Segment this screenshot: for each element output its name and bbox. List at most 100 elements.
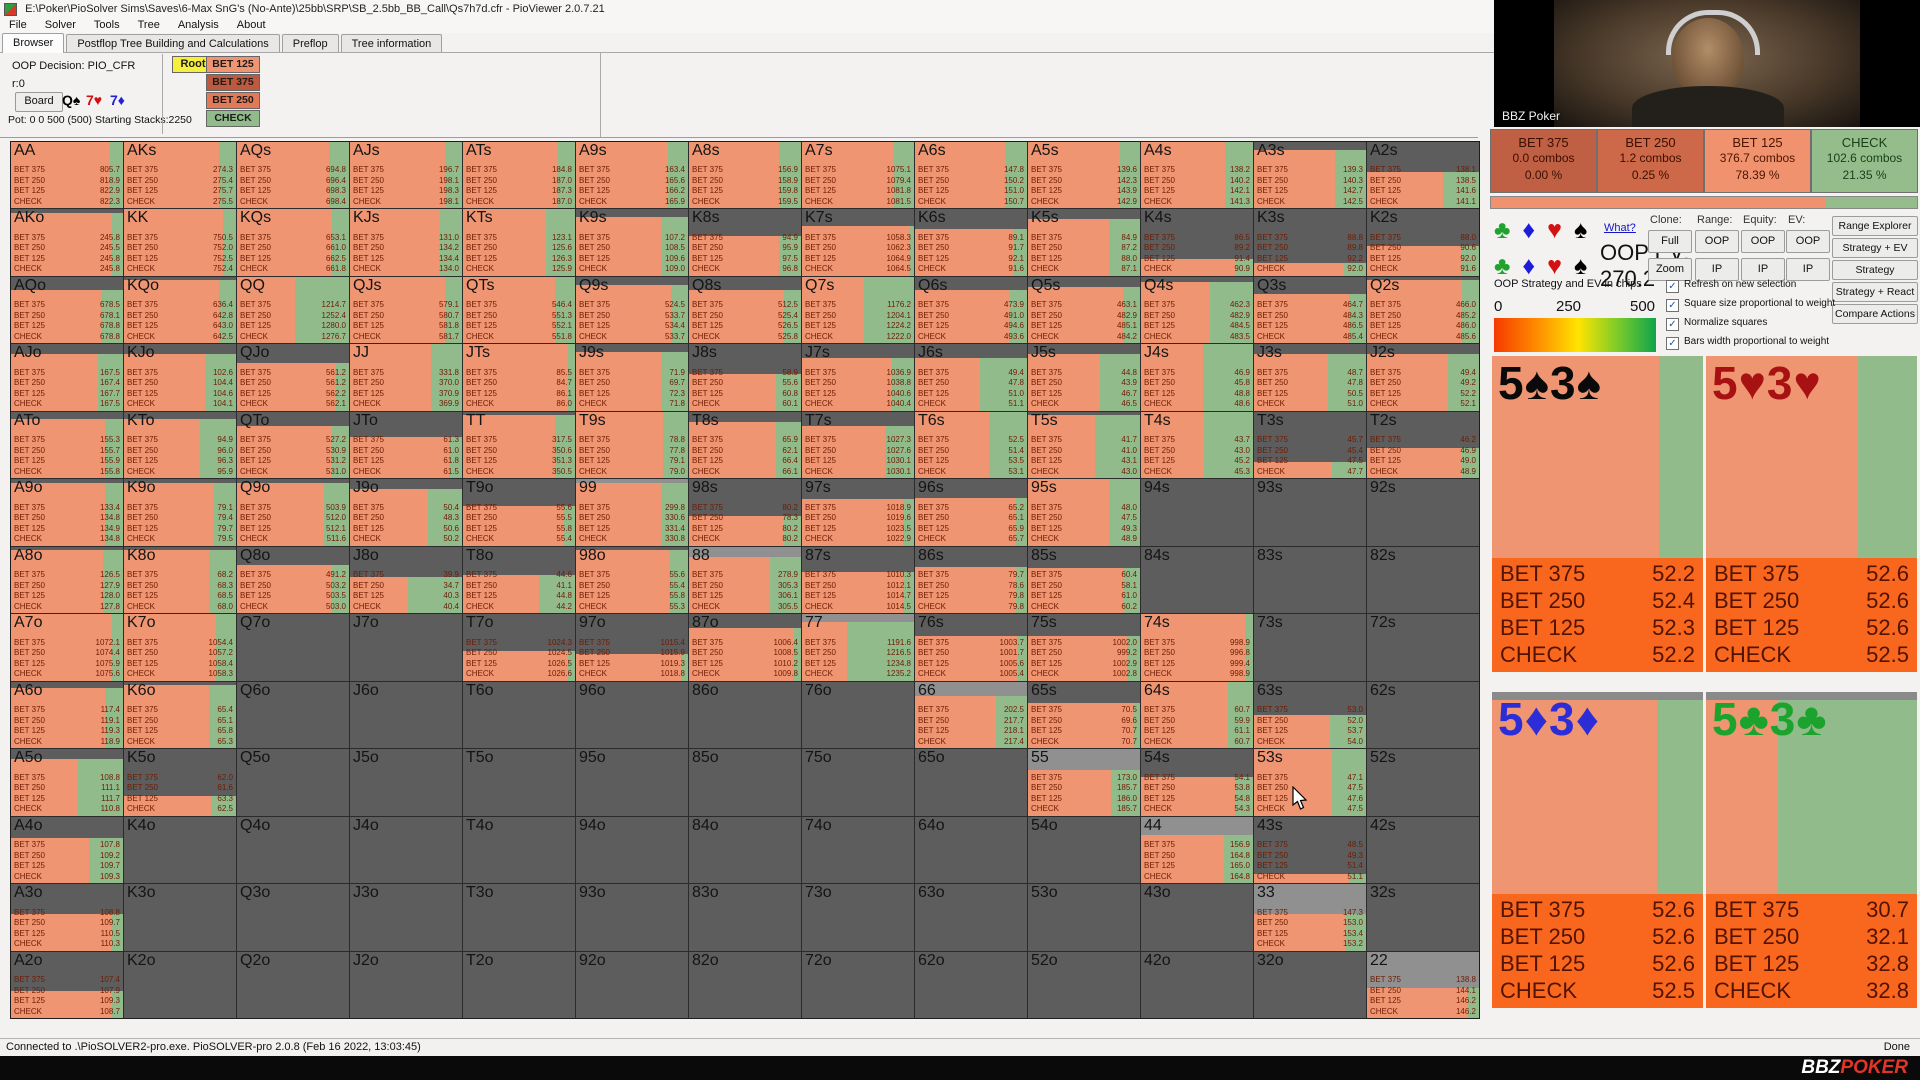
grid-cell-QTo[interactable]: QTo BET 375 527.2 BET 250 530.9 BET 125 531.2 C… <box>237 411 349 479</box>
grid-cell-AKs[interactable]: AKs BET 375 274.3 BET 250 275.4 BET 125 275.7 C… <box>124 142 236 209</box>
grid-cell-65o[interactable]: 65o <box>915 749 1027 816</box>
grid-cell-74o[interactable]: 74o <box>802 816 914 884</box>
grid-cell-Q4o[interactable]: Q4o <box>237 816 349 884</box>
checkbox-icon[interactable]: ✓ <box>1666 299 1679 312</box>
grid-cell-87s[interactable]: 87s BET 375 1010.3 BET 250 1012.1 BET 125 1014… <box>802 546 914 614</box>
suit-icon[interactable]: ♣ <box>1494 252 1523 280</box>
grid-cell-J9s[interactable]: J9s BET 375 71.9 BET 250 69.7 BET 125 72.3 CHEC… <box>576 344 688 411</box>
grid-cell-T4s[interactable]: T4s BET 375 43.7 BET 250 43.0 BET 125 45.2 CHEC… <box>1141 411 1253 479</box>
grid-cell-33[interactable]: 33 BET 375 147.3 BET 250 153.0 BET 125 153.4 CH… <box>1254 884 1366 951</box>
grid-cell-T9s[interactable]: T9s BET 375 78.8 BET 250 77.8 BET 125 79.1 CHEC… <box>576 411 688 479</box>
combo-box-bet-125[interactable]: BET 125 376.7 combos 78.39 % <box>1704 129 1811 193</box>
suit-icon[interactable]: ♥ <box>1547 252 1575 280</box>
grid-cell-92o[interactable]: 92o <box>576 951 688 1018</box>
grid-cell-A3s[interactable]: A3s BET 375 139.3 BET 250 140.3 BET 125 142.7 C… <box>1254 142 1366 209</box>
grid-cell-TT[interactable]: TT BET 375 317.5 BET 250 350.6 BET 125 351.3 CH… <box>463 411 575 479</box>
grid-cell-J3s[interactable]: J3s BET 375 48.7 BET 250 47.8 BET 125 50.5 CHEC… <box>1254 344 1366 411</box>
grid-cell-A8o[interactable]: A8o BET 375 126.5 BET 250 127.9 BET 125 128.0 C… <box>11 546 123 614</box>
checkbox-normalize-squares[interactable]: ✓ Normalize squares <box>1666 316 1767 331</box>
tab-browser[interactable]: Browser <box>2 33 65 53</box>
grid-cell-Q5o[interactable]: Q5o <box>237 749 349 816</box>
grid-cell-A6s[interactable]: A6s BET 375 147.8 BET 250 150.2 BET 125 151.0 C… <box>915 142 1027 209</box>
grid-cell-AQs[interactable]: AQs BET 375 694.8 BET 250 696.4 BET 125 698.3 C… <box>237 142 349 209</box>
grid-cell-J7s[interactable]: J7s BET 375 1036.9 BET 250 1038.8 BET 125 1040… <box>802 344 914 411</box>
grid-cell-K8o[interactable]: K8o BET 375 68.2 BET 250 68.3 BET 125 68.5 CHEC… <box>124 546 236 614</box>
tree-node-bet-250[interactable]: BET 250 <box>206 92 260 109</box>
grid-cell-85s[interactable]: 85s BET 375 60.4 BET 250 58.1 BET 125 61.0 CHEC… <box>1028 546 1140 614</box>
grid-cell-J7o[interactable]: J7o <box>350 614 462 681</box>
grid-cell-Q7s[interactable]: Q7s BET 375 1176.2 BET 250 1204.1 BET 125 1224… <box>802 276 914 344</box>
range-explorer-button[interactable]: Range Explorer <box>1832 216 1918 236</box>
grid-cell-A2s[interactable]: A2s BET 375 138.1 BET 250 138.5 BET 125 141.6 C… <box>1367 142 1479 209</box>
what-link[interactable]: What? <box>1604 222 1636 234</box>
grid-cell-64s[interactable]: 64s BET 375 60.7 BET 250 59.9 BET 125 61.1 CHEC… <box>1141 681 1253 749</box>
grid-cell-A8s[interactable]: A8s BET 375 156.9 BET 250 158.9 BET 125 159.8 C… <box>689 142 801 209</box>
grid-cell-T8o[interactable]: T8o BET 375 44.6 BET 250 41.1 BET 125 44.8 CHEC… <box>463 546 575 614</box>
grid-cell-62o[interactable]: 62o <box>915 951 1027 1018</box>
grid-cell-K8s[interactable]: K8s BET 375 94.9 BET 250 95.9 BET 125 97.5 CHEC… <box>689 209 801 276</box>
menu-analysis[interactable]: Analysis <box>177 19 219 31</box>
menu-about[interactable]: About <box>236 19 266 31</box>
tab-postflop-tree-building-and-calculations[interactable]: Postflop Tree Building and Calculations <box>66 34 280 52</box>
grid-cell-44[interactable]: 44 BET 375 156.9 BET 250 164.8 BET 125 165.0 CH… <box>1141 816 1253 884</box>
grid-cell-85o[interactable]: 85o <box>689 749 801 816</box>
ev-oop-button[interactable]: OOP <box>1786 230 1830 253</box>
ev-ip-button[interactable]: IP <box>1786 258 1830 281</box>
grid-cell-98s[interactable]: 98s BET 375 80.2 BET 250 78.3 BET 125 80.2 CHEC… <box>689 479 801 546</box>
grid-cell-A4o[interactable]: A4o BET 375 107.8 BET 250 109.2 BET 125 109.7 C… <box>11 816 123 884</box>
menu-file[interactable]: File <box>9 19 27 31</box>
grid-cell-Q4s[interactable]: Q4s BET 375 462.3 BET 250 482.9 BET 125 484.5 C… <box>1141 276 1253 344</box>
grid-cell-KTs[interactable]: KTs BET 375 123.1 BET 250 125.6 BET 125 126.3 C… <box>463 209 575 276</box>
grid-cell-Q8s[interactable]: Q8s BET 375 512.5 BET 250 525.4 BET 125 526.5 C… <box>689 276 801 344</box>
grid-cell-75o[interactable]: 75o <box>802 749 914 816</box>
grid-cell-AA[interactable]: AA BET 375 805.7 BET 250 818.9 BET 125 822.9 CH… <box>11 142 123 209</box>
grid-cell-97s[interactable]: 97s BET 375 1018.9 BET 250 1019.6 BET 125 1023… <box>802 479 914 546</box>
grid-cell-K4s[interactable]: K4s BET 375 86.5 BET 250 89.2 BET 125 91.4 CHEC… <box>1141 209 1253 276</box>
grid-cell-62s[interactable]: 62s <box>1367 681 1479 749</box>
grid-cell-J8o[interactable]: J8o BET 375 39.9 BET 250 34.7 BET 125 40.3 CHEC… <box>350 546 462 614</box>
suit-icon[interactable]: ♣ <box>1494 216 1523 244</box>
grid-cell-T2o[interactable]: T2o <box>463 951 575 1018</box>
grid-cell-QJs[interactable]: QJs BET 375 579.1 BET 250 580.7 BET 125 581.8 C… <box>350 276 462 344</box>
grid-cell-K6s[interactable]: K6s BET 375 89.1 BET 250 91.7 BET 125 92.1 CHEC… <box>915 209 1027 276</box>
grid-cell-AKo[interactable]: AKo BET 375 245.8 BET 250 245.5 BET 125 245.8 C… <box>11 209 123 276</box>
grid-cell-KK[interactable]: KK BET 375 750.5 BET 250 752.0 BET 125 752.5 CH… <box>124 209 236 276</box>
hand-card-53-3[interactable]: 5♣3♣ BET 375 30.7 BET 250 32.1 BET 125 32.8 CHE… <box>1706 692 1917 1008</box>
grid-cell-32s[interactable]: 32s <box>1367 884 1479 951</box>
grid-cell-T7o[interactable]: T7o BET 375 1024.3 BET 250 1024.5 BET 125 1026… <box>463 614 575 681</box>
grid-cell-T9o[interactable]: T9o BET 375 55.6 BET 250 55.5 BET 125 55.8 CHEC… <box>463 479 575 546</box>
grid-cell-J3o[interactable]: J3o <box>350 884 462 951</box>
grid-cell-JJ[interactable]: JJ BET 375 331.8 BET 250 370.0 BET 125 370.9 CH… <box>350 344 462 411</box>
tab-tree-information[interactable]: Tree information <box>340 34 443 52</box>
equity-ip-button[interactable]: IP <box>1741 258 1785 281</box>
checkbox-icon[interactable]: ✓ <box>1666 337 1679 350</box>
grid-cell-83s[interactable]: 83s <box>1254 546 1366 614</box>
grid-cell-Q6o[interactable]: Q6o <box>237 681 349 749</box>
checkbox-icon[interactable]: ✓ <box>1666 318 1679 331</box>
grid-cell-65s[interactable]: 65s BET 375 70.5 BET 250 69.6 BET 125 70.7 CHEC… <box>1028 681 1140 749</box>
grid-cell-42o[interactable]: 42o <box>1141 951 1253 1018</box>
grid-cell-K4o[interactable]: K4o <box>124 816 236 884</box>
strategy-button[interactable]: Strategy <box>1832 260 1918 280</box>
grid-cell-64o[interactable]: 64o <box>915 816 1027 884</box>
grid-cell-AJo[interactable]: AJo BET 375 167.5 BET 250 167.4 BET 125 167.7 C… <box>11 344 123 411</box>
grid-cell-K5s[interactable]: K5s BET 375 84.9 BET 250 87.2 BET 125 88.0 CHEC… <box>1028 209 1140 276</box>
grid-cell-AJs[interactable]: AJs BET 375 196.7 BET 250 198.1 BET 125 198.3 C… <box>350 142 462 209</box>
compare-actions-button[interactable]: Compare Actions <box>1832 304 1918 324</box>
grid-cell-63o[interactable]: 63o <box>915 884 1027 951</box>
grid-cell-Q7o[interactable]: Q7o <box>237 614 349 681</box>
grid-cell-J5s[interactable]: J5s BET 375 44.8 BET 250 43.9 BET 125 46.7 CHEC… <box>1028 344 1140 411</box>
grid-cell-94s[interactable]: 94s <box>1141 479 1253 546</box>
grid-cell-K2o[interactable]: K2o <box>124 951 236 1018</box>
grid-cell-95o[interactable]: 95o <box>576 749 688 816</box>
menu-tools[interactable]: Tools <box>93 19 120 31</box>
grid-cell-96s[interactable]: 96s BET 375 65.2 BET 250 65.1 BET 125 65.9 CHEC… <box>915 479 1027 546</box>
grid-cell-T4o[interactable]: T4o <box>463 816 575 884</box>
grid-cell-JTs[interactable]: JTs BET 375 85.5 BET 250 84.7 BET 125 86.1 CHEC… <box>463 344 575 411</box>
combo-box-check[interactable]: CHECK 102.6 combos 21.35 % <box>1811 129 1918 193</box>
grid-cell-QTs[interactable]: QTs BET 375 546.4 BET 250 551.3 BET 125 552.1 C… <box>463 276 575 344</box>
grid-cell-97o[interactable]: 97o BET 375 1015.4 BET 250 1015.9 BET 125 1019… <box>576 614 688 681</box>
grid-cell-A6o[interactable]: A6o BET 375 117.4 BET 250 119.1 BET 125 119.3 C… <box>11 681 123 749</box>
grid-cell-84s[interactable]: 84s <box>1141 546 1253 614</box>
grid-cell-43o[interactable]: 43o <box>1141 884 1253 951</box>
